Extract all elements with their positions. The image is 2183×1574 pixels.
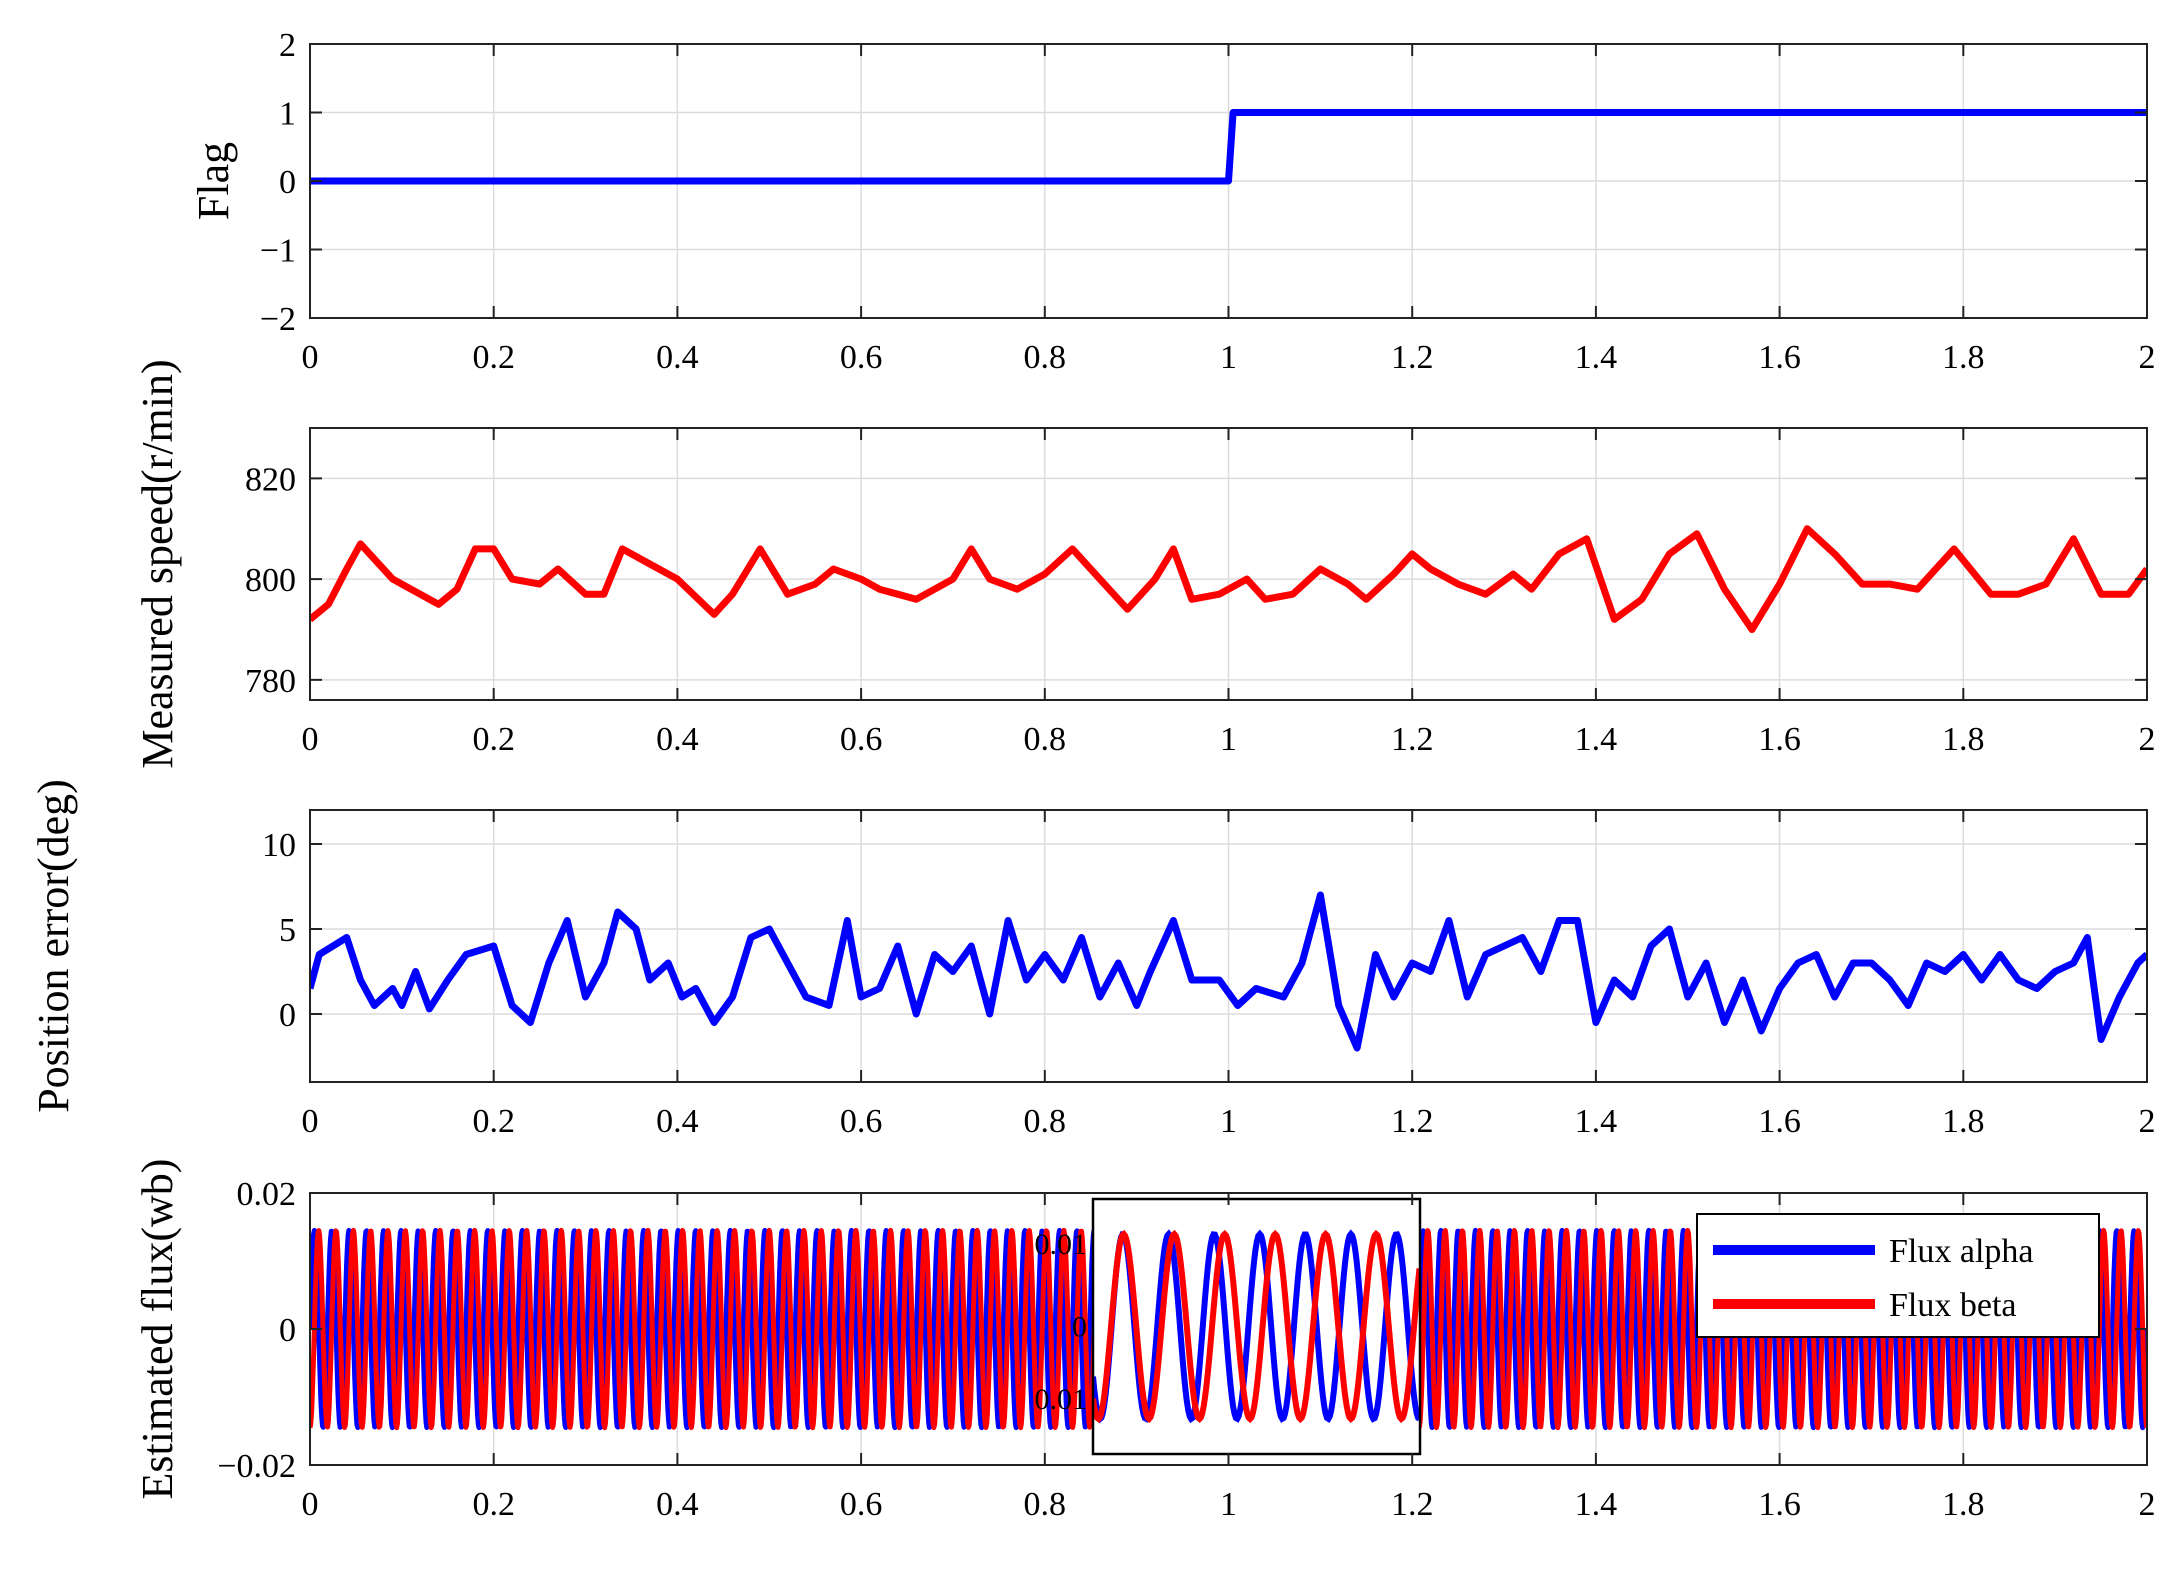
x-tick-label: 0.4 <box>656 339 699 376</box>
x-tick-label: 2 <box>2139 721 2156 758</box>
x-tick-label: 0.2 <box>472 721 515 758</box>
y-axis-label: Flag <box>189 142 238 220</box>
series-line-1 <box>310 891 2147 1052</box>
y-tick-label: 780 <box>245 663 296 700</box>
x-tick-label: 0.8 <box>1024 1486 1067 1523</box>
x-tick-label: 1.2 <box>1391 1486 1434 1523</box>
x-tick-label: 1.4 <box>1575 1486 1618 1523</box>
x-tick-label: 1.8 <box>1942 339 1985 376</box>
x-tick-label: 0.2 <box>472 339 515 376</box>
x-tick-label: 0.2 <box>472 1103 515 1140</box>
subplot-1: 0 0.2 0.4 0.6 0.8 1 1.2 1.4 1.6 1.8 2 −2 −1 0 1 2 Flag <box>189 27 2156 376</box>
y-axis-label: Measured speed(r/min) <box>133 359 182 768</box>
inset-series-flux-beta <box>1093 1229 1420 1424</box>
legend-entry-label: Flux alpha <box>1889 1233 2033 1270</box>
x-tick-label: 0.4 <box>656 721 699 758</box>
x-tick-label: 1.8 <box>1942 1486 1985 1523</box>
legend: Flux alpha Flux beta <box>1696 1213 2100 1338</box>
x-tick-label: 0 <box>302 1486 319 1523</box>
x-tick-label: 1 <box>1220 721 1237 758</box>
x-tick-label: 0.6 <box>840 1486 883 1523</box>
x-tick-label: 1.6 <box>1758 721 1801 758</box>
subplot-2: 0 0.2 0.4 0.6 0.8 1 1.2 1.4 1.6 1.8 2 780 800 820 Meas… <box>133 359 2156 768</box>
y-tick-label: 2 <box>279 27 296 64</box>
x-tick-label: 1 <box>1220 339 1237 376</box>
x-tick-label: 1 <box>1220 1486 1237 1523</box>
y-tick-label: 5 <box>279 912 296 949</box>
series-line-1 <box>310 525 2147 633</box>
x-tick-label: 1.2 <box>1391 1103 1434 1140</box>
legend-box <box>1696 1213 2100 1338</box>
x-tick-label: 0.8 <box>1024 721 1067 758</box>
y-tick-label: −0.02 <box>217 1448 296 1485</box>
x-tick-label: 0 <box>302 1103 319 1140</box>
y-tick-label: 0 <box>279 997 296 1034</box>
y-tick-label: 0.02 <box>237 1176 297 1213</box>
y-axis-label: Position error(deg) <box>29 779 78 1113</box>
x-tick-label: 0.8 <box>1024 339 1067 376</box>
x-tick-label: 0.4 <box>656 1486 699 1523</box>
y-tick-label: 0 <box>279 164 296 201</box>
x-tick-label: 0.6 <box>840 339 883 376</box>
y-tick-label: 10 <box>262 827 296 864</box>
y-tick-label: −1 <box>260 233 296 270</box>
x-tick-label: 2 <box>2139 339 2156 376</box>
x-tick-label: 1 <box>1220 1103 1237 1140</box>
x-tick-label: 0 <box>302 339 319 376</box>
y-axis-label: Estimated flux(wb) <box>133 1159 182 1500</box>
series-line-1 <box>310 109 2147 185</box>
x-tick-label: 0.6 <box>840 1103 883 1140</box>
x-tick-label: 1.4 <box>1575 721 1618 758</box>
legend-entry-label: Flux beta <box>1889 1287 2016 1324</box>
y-tick-label: −2 <box>260 301 296 338</box>
x-tick-label: 0 <box>302 721 319 758</box>
y-tick-label: 0 <box>279 1312 296 1349</box>
x-tick-label: 0.2 <box>472 1486 515 1523</box>
y-tick-label: 1 <box>279 96 296 133</box>
subplot-3: 0 0.2 0.4 0.6 0.8 1 1.2 1.4 1.6 1.8 2 0 5 10 Position … <box>29 779 2156 1140</box>
x-tick-label: 1.2 <box>1391 721 1434 758</box>
x-tick-label: 1.6 <box>1758 1103 1801 1140</box>
inset-tick-label: 0.01 <box>1035 1383 1088 1416</box>
x-tick-label: 0.4 <box>656 1103 699 1140</box>
x-tick-label: 1.8 <box>1942 721 1985 758</box>
y-tick-label: 820 <box>245 461 296 498</box>
zoom-inset: 0.01 0 0.01 <box>1035 1197 1422 1456</box>
inset-tick-label: 0.01 <box>1035 1228 1088 1261</box>
y-tick-label: 800 <box>245 562 296 599</box>
x-tick-label: 1.4 <box>1575 1103 1618 1140</box>
x-tick-label: 0.6 <box>840 721 883 758</box>
x-tick-label: 2 <box>2139 1103 2156 1140</box>
x-tick-label: 1.4 <box>1575 339 1618 376</box>
x-tick-label: 1.6 <box>1758 1486 1801 1523</box>
x-tick-label: 1.2 <box>1391 339 1434 376</box>
inset-tick-label: 0 <box>1072 1311 1087 1344</box>
x-tick-label: 0.8 <box>1024 1103 1067 1140</box>
x-tick-label: 1.8 <box>1942 1103 1985 1140</box>
x-tick-label: 1.6 <box>1758 339 1801 376</box>
x-tick-label: 2 <box>2139 1486 2156 1523</box>
